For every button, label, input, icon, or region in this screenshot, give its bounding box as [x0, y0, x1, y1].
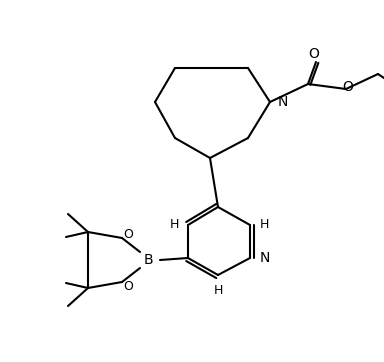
Text: H: H: [259, 219, 269, 232]
Text: B: B: [143, 253, 153, 267]
Text: N: N: [278, 95, 288, 109]
Text: H: H: [169, 219, 179, 232]
Text: H: H: [214, 285, 223, 298]
Text: O: O: [309, 47, 319, 61]
Text: N: N: [260, 251, 270, 265]
Text: O: O: [343, 80, 353, 94]
Text: O: O: [123, 279, 133, 292]
Text: O: O: [123, 227, 133, 240]
